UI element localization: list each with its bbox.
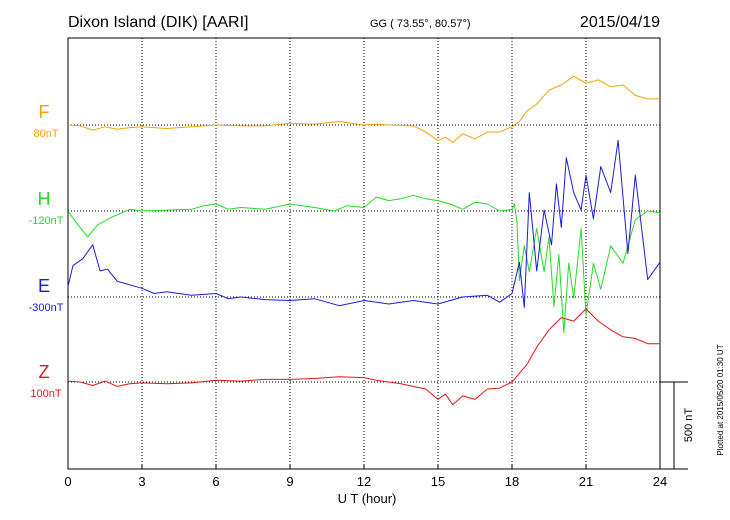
baselines <box>68 124 660 383</box>
scale-bar: 500 nT <box>660 381 695 470</box>
x-tick-label: 18 <box>505 474 519 489</box>
chart-title: Dixon Island (DIK) [AARI] <box>68 14 249 31</box>
series-offset-e: -300nT <box>29 302 64 314</box>
x-tick-label: 3 <box>138 474 145 489</box>
series-offset-f: 80nT <box>33 128 58 140</box>
x-tick-label: 21 <box>579 474 593 489</box>
x-axis-label: U T (hour) <box>338 491 397 506</box>
x-tick-label: 15 <box>431 474 445 489</box>
series-group: F 80nT H -120nT E -300nT Z 100nT <box>29 75 661 406</box>
scale-bar-label: 500 nT <box>683 408 695 443</box>
series-line-f <box>67 75 660 143</box>
series-offset-z: 100nT <box>30 388 61 400</box>
x-ticks: 0 3 6 9 12 15 18 21 24 <box>64 464 667 489</box>
series-name-h: H <box>38 189 51 209</box>
series-name-z: Z <box>39 362 50 382</box>
x-tick-label: 6 <box>212 474 219 489</box>
chart-date: 2015/04/19 <box>580 14 660 31</box>
x-tick-label: 9 <box>286 474 293 489</box>
x-tick-label: 0 <box>64 474 71 489</box>
series-line-e <box>67 139 661 308</box>
series-offset-h: -120nT <box>29 215 64 227</box>
grid-lines <box>141 38 587 469</box>
plotted-note: Plotted at 2015/05/20 01:30 UT <box>716 344 725 455</box>
series-name-e: E <box>38 276 50 296</box>
station-coords: GG ( 73.55°, 80.57°) <box>370 18 471 30</box>
series-name-f: F <box>39 102 50 122</box>
x-tick-label: 12 <box>357 474 371 489</box>
series-line-z <box>67 308 660 406</box>
series-line-h <box>67 194 661 334</box>
x-tick-label: 24 <box>653 474 667 489</box>
